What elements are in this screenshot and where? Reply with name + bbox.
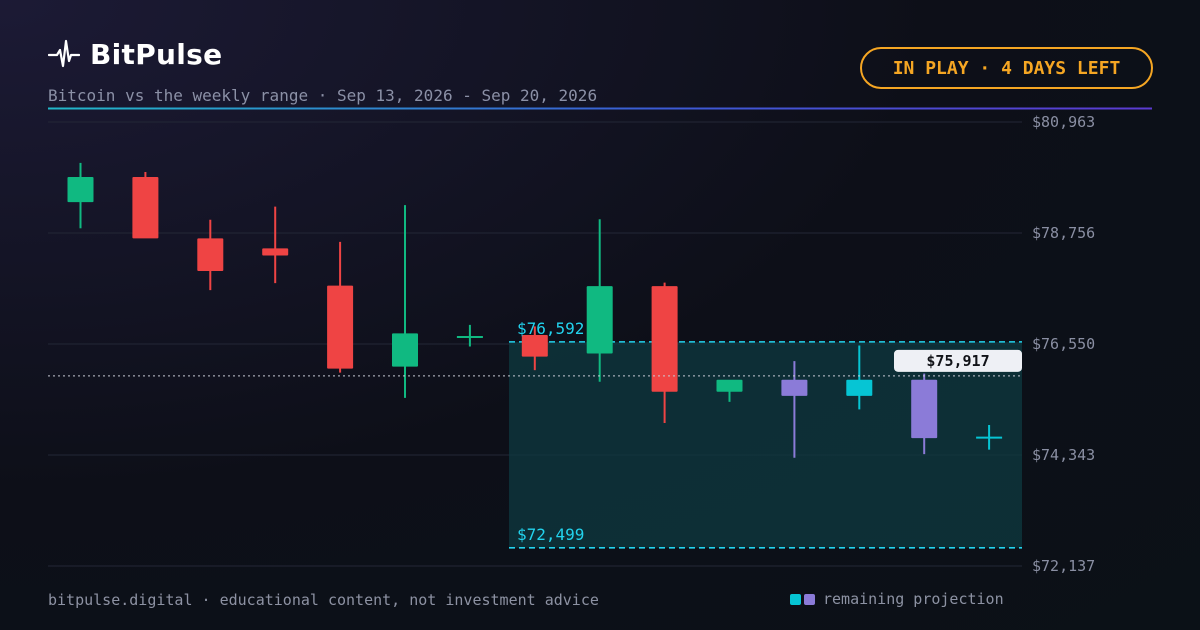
candle [262,206,289,284]
y-tick-label: $74,343 [1032,446,1095,464]
candle [976,424,1003,450]
candle [911,373,938,455]
y-tick-label: $72,137 [1032,557,1095,575]
candle [716,379,743,402]
candle [197,219,224,291]
candle [132,171,159,239]
candle-body [781,379,808,396]
range-lower-label: $72,499 [517,525,584,544]
candle [327,241,354,373]
candle-body [521,334,548,357]
candle [781,361,808,458]
candle-body [586,286,613,354]
status-badge: IN PLAY · 4 DAYS LEFT [860,47,1153,89]
legend-swatch-cyan [790,593,801,605]
candle [392,205,418,398]
candle-body [67,176,94,203]
current-price-label: $75,917 [926,352,989,370]
legend-swatch-purple [804,593,815,605]
candle-body [132,176,159,239]
current-price-tag [894,349,1022,372]
candle-body [327,285,354,369]
range-upper-label: $76,592 [517,319,584,338]
chart-subtitle: Bitcoin vs the weekly range · Sep 13, 20… [48,86,598,105]
y-tick-label: $78,756 [1032,224,1095,242]
y-tick-label: $76,550 [1032,335,1095,353]
y-tick-label: $80,963 [1032,113,1095,131]
projection-range-band [509,341,1022,548]
candle-body [911,379,938,439]
candle-body [262,248,289,256]
candle-body [392,333,418,367]
candle [521,326,548,371]
candle [67,162,94,229]
brand: BitPulse [48,38,222,71]
candle-body [651,286,678,392]
legend: remaining projection [790,590,1004,608]
candle [651,282,678,423]
pulse-waveform-icon [48,39,80,67]
candle-body [197,238,224,272]
candle [846,345,873,410]
candle [456,324,483,347]
candle-body [846,379,873,396]
candle [586,219,613,382]
brand-name: BitPulse [90,38,223,71]
legend-label: remaining projection [823,590,1004,608]
footer-disclaimer: bitpulse.digital · educational content, … [48,591,599,609]
candle-body [716,379,743,392]
header-divider [48,107,1152,110]
